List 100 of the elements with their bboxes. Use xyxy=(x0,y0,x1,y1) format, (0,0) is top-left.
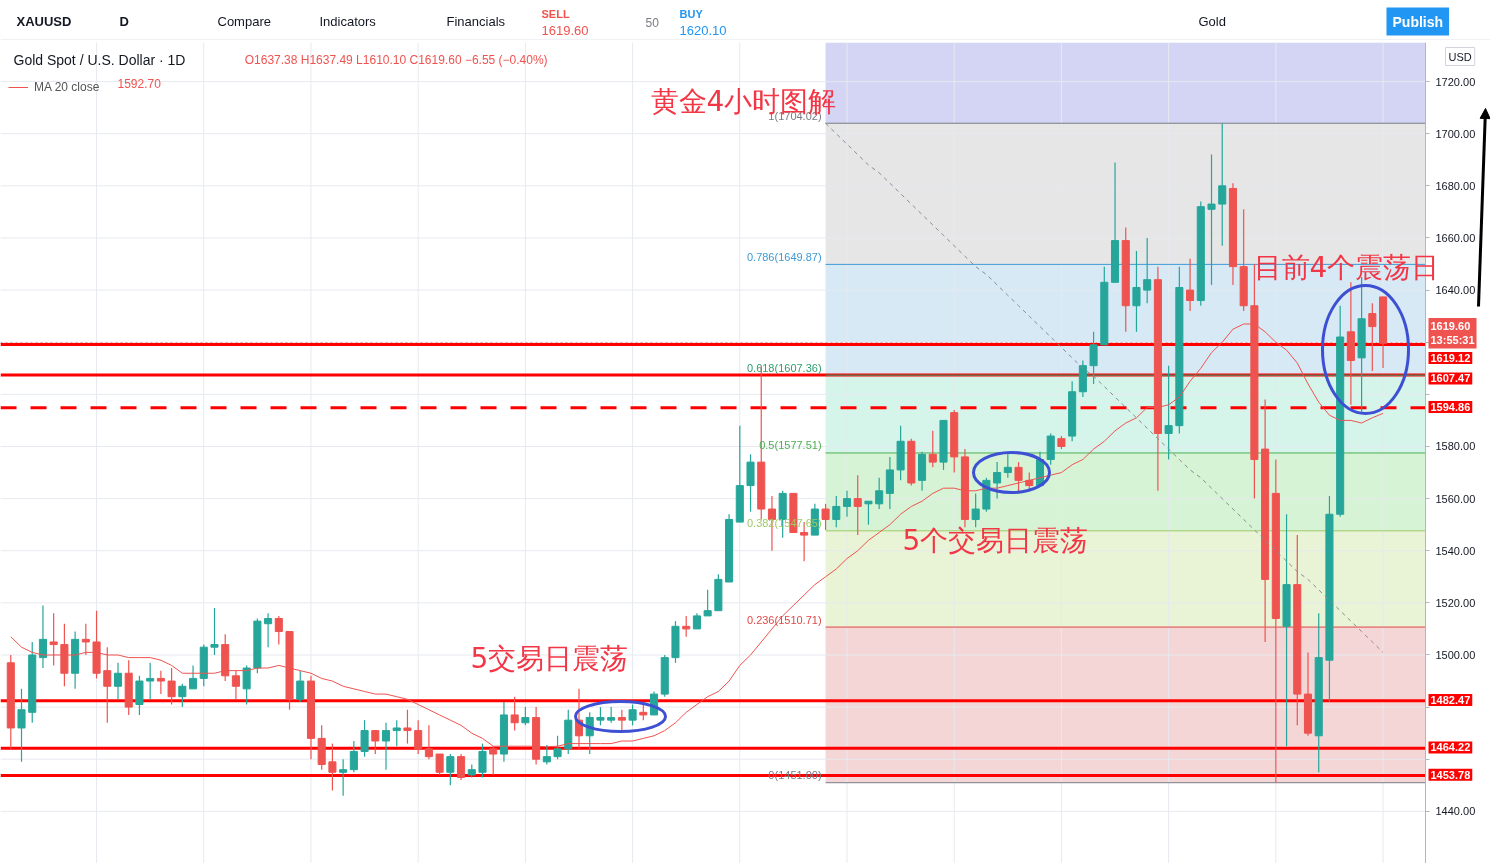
candlestick xyxy=(1132,250,1141,333)
candlestick xyxy=(682,615,691,638)
y-tick-label: 1560.00 xyxy=(1435,492,1476,505)
candlestick xyxy=(1186,258,1195,312)
candlestick xyxy=(296,670,305,703)
candlestick xyxy=(371,729,380,755)
y-tick-label: 1500.00 xyxy=(1435,648,1476,661)
candlestick xyxy=(1164,365,1173,461)
candlestick xyxy=(885,456,894,510)
candlestick xyxy=(1003,453,1012,479)
y-tick-label: 1520.00 xyxy=(1435,596,1476,609)
ref-line-label: 0.618(1607.36) xyxy=(746,361,822,374)
candlestick xyxy=(360,719,369,758)
ref-line-label: 1594.86 xyxy=(1430,401,1471,413)
candlestick xyxy=(821,503,830,531)
annotation: 1592.70 xyxy=(117,77,162,91)
candlestick xyxy=(842,490,852,518)
candlestick xyxy=(231,670,240,700)
candlestick xyxy=(113,662,123,700)
text: SELL xyxy=(541,7,570,20)
y-tick-label: 1720.00 xyxy=(1435,75,1476,88)
candlestick xyxy=(189,664,198,690)
ref-line-label: 1619.60 13:55:31 xyxy=(1430,319,1475,347)
candlestick xyxy=(993,461,1002,500)
text: 50 xyxy=(645,16,660,30)
candlestick xyxy=(446,753,455,786)
candlestick xyxy=(49,612,58,667)
line-series xyxy=(825,122,1384,653)
candlestick xyxy=(832,495,841,528)
candlestick xyxy=(328,743,337,792)
text: USD xyxy=(1448,50,1472,63)
candlestick xyxy=(210,607,219,656)
ref-line-label: 0(1451.00) xyxy=(768,769,822,782)
text: D xyxy=(119,14,129,29)
text: Compare xyxy=(217,14,271,29)
candlestick xyxy=(339,758,348,797)
text: Indicators xyxy=(319,14,377,29)
candlestick xyxy=(103,646,112,724)
y-tick-label: 1700.00 xyxy=(1435,127,1476,140)
candlestick xyxy=(1218,122,1227,247)
candlestick xyxy=(1014,461,1023,494)
candlestick xyxy=(135,675,144,716)
candlestick xyxy=(1046,432,1055,466)
ref-line-label: 1464.22 xyxy=(1430,741,1471,754)
y-tick-label: 1440.00 xyxy=(1435,805,1476,818)
text: O1637.38 H1637.49 L1610.10 C1619.60 −6.55 (−0.40%) xyxy=(244,52,548,67)
annotation: 5交易日震荡 xyxy=(470,642,629,675)
candlestick xyxy=(596,706,605,726)
candlestick xyxy=(403,709,412,745)
candlestick xyxy=(38,604,47,669)
candlestick xyxy=(1207,153,1216,286)
y-tick-label: 1660.00 xyxy=(1435,231,1476,244)
text: BUY xyxy=(679,7,704,20)
ref-line-label: 1482.47 xyxy=(1430,693,1471,706)
y-tick-label: 1540.00 xyxy=(1435,544,1476,557)
candlestick xyxy=(746,453,755,513)
ref-line-label: 1607.47 xyxy=(1430,372,1471,385)
candlestick xyxy=(435,753,444,776)
candlestick xyxy=(1089,331,1098,385)
text: Financials xyxy=(446,14,506,29)
ref-line-label: 0.786(1649.87) xyxy=(746,250,822,263)
y-tick-label: 1680.00 xyxy=(1435,179,1476,192)
candlestick xyxy=(853,474,862,536)
text: Gold xyxy=(1198,14,1226,29)
legend-label: MA 20 close xyxy=(34,80,100,94)
candlestick xyxy=(928,430,937,468)
candlestick xyxy=(156,670,165,695)
annotation: 5个交易日震荡 xyxy=(902,524,1089,557)
candlestick xyxy=(1143,237,1152,304)
candlestick xyxy=(381,722,391,771)
text: Gold Spot / U.S. Dollar · 1D xyxy=(13,51,186,68)
candlestick xyxy=(617,709,626,732)
candlestick xyxy=(167,667,176,706)
candlestick xyxy=(971,492,980,528)
candlestick xyxy=(478,743,487,779)
candlestick xyxy=(264,612,273,648)
candlestick xyxy=(274,615,283,646)
text: 1620.10 xyxy=(679,23,727,38)
candlestick xyxy=(81,623,90,656)
ref-line-label: 1453.78 xyxy=(1430,768,1471,781)
text: 1619.60 xyxy=(541,23,589,38)
candlestick xyxy=(542,744,551,766)
candlestick xyxy=(628,703,637,726)
candlestick xyxy=(349,740,358,773)
candlestick xyxy=(146,662,155,700)
candlestick xyxy=(1368,302,1377,372)
candlestick xyxy=(424,724,433,760)
ref-line-label: 1619.12 xyxy=(1430,351,1471,364)
text: Publish xyxy=(1392,13,1444,30)
candlestick xyxy=(414,719,423,755)
candlestick xyxy=(521,706,530,726)
y-tick-label: 1580.00 xyxy=(1435,440,1476,453)
candlestick xyxy=(553,735,562,760)
candlestick xyxy=(457,753,466,781)
y-tick-label: 1640.00 xyxy=(1435,284,1476,297)
candlestick xyxy=(875,477,884,510)
candlestick xyxy=(703,589,712,617)
candlestick xyxy=(392,719,401,747)
ref-line-label: 0.236(1510.71) xyxy=(746,613,822,626)
candlestick xyxy=(242,664,251,706)
